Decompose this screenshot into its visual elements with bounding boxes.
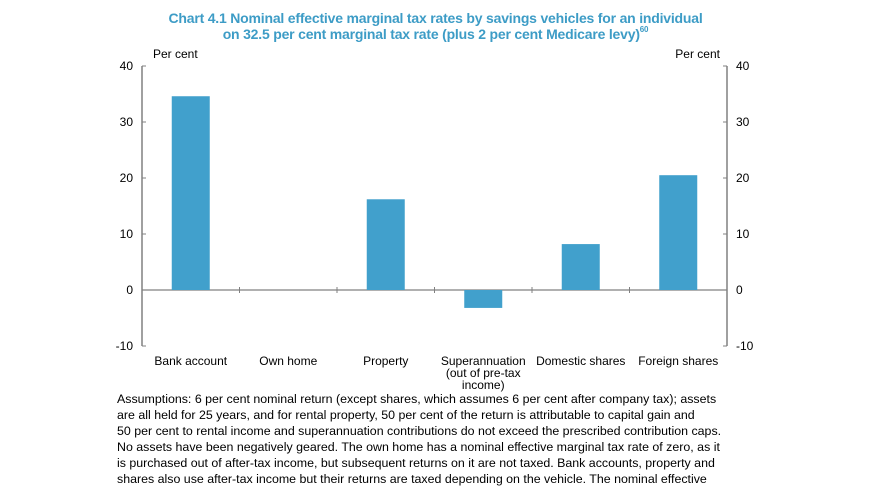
- note-line: are all held for 25 years, and for renta…: [117, 408, 695, 422]
- y-tick-label-right: 40: [736, 59, 750, 73]
- chart-title: Chart 4.1 Nominal effective marginal tax…: [0, 10, 871, 42]
- x-category-label: Property: [363, 354, 408, 368]
- bar-4: [561, 244, 600, 290]
- y-axis-label-left: Per cent: [153, 47, 198, 61]
- y-tick-label-right: -10: [736, 339, 754, 353]
- x-category-label: Foreign shares: [638, 354, 718, 368]
- x-category-label: Superannuation: [441, 354, 526, 368]
- x-category-label: Domestic shares: [536, 354, 625, 368]
- y-tick-label-right: 20: [736, 171, 750, 185]
- y-tick-label-left: -10: [116, 339, 134, 353]
- x-category-label: Bank account: [154, 354, 227, 368]
- note-line: shares also use after-tax income but the…: [117, 472, 707, 486]
- y-axis-label-right: Per cent: [675, 47, 720, 61]
- note-line: Assumptions: 6 per cent nominal return (…: [117, 392, 717, 406]
- bar-5: [659, 175, 698, 290]
- y-tick-label-right: 0: [736, 283, 743, 297]
- y-tick-label-left: 0: [126, 283, 133, 297]
- y-tick-label-left: 20: [120, 171, 134, 185]
- note-line: No assets have been negatively geared. T…: [117, 440, 720, 454]
- bar-chart: Per cent Per cent 40 40 30 30 20 20 10 10 0 0 -10 -…: [116, 47, 754, 392]
- bar-3: [464, 290, 503, 308]
- y-tick-label-left: 10: [120, 227, 134, 241]
- y-tick-label-left: 40: [120, 59, 134, 73]
- title-line-1: Chart 4.1 Nominal effective marginal tax…: [168, 10, 703, 26]
- bar-2: [366, 199, 405, 290]
- title-footnote: 60: [639, 25, 649, 34]
- y-tick-label-left: 30: [120, 115, 134, 129]
- title-line-2: on 32.5 per cent marginal tax rate (plus…: [222, 25, 649, 42]
- y-tick-label-right: 10: [736, 227, 750, 241]
- chart-notes: Assumptions: 6 per cent nominal return (…: [117, 391, 777, 487]
- x-category-label: income): [462, 378, 505, 392]
- bar-0: [171, 96, 210, 291]
- x-category-label: (out of pre-tax: [446, 366, 521, 380]
- note-line: is purchased out of after-tax income, bu…: [117, 456, 715, 470]
- x-category-label: Own home: [259, 354, 317, 368]
- y-tick-label-right: 30: [736, 115, 750, 129]
- note-line: 50 per cent to rental income and superan…: [117, 424, 722, 438]
